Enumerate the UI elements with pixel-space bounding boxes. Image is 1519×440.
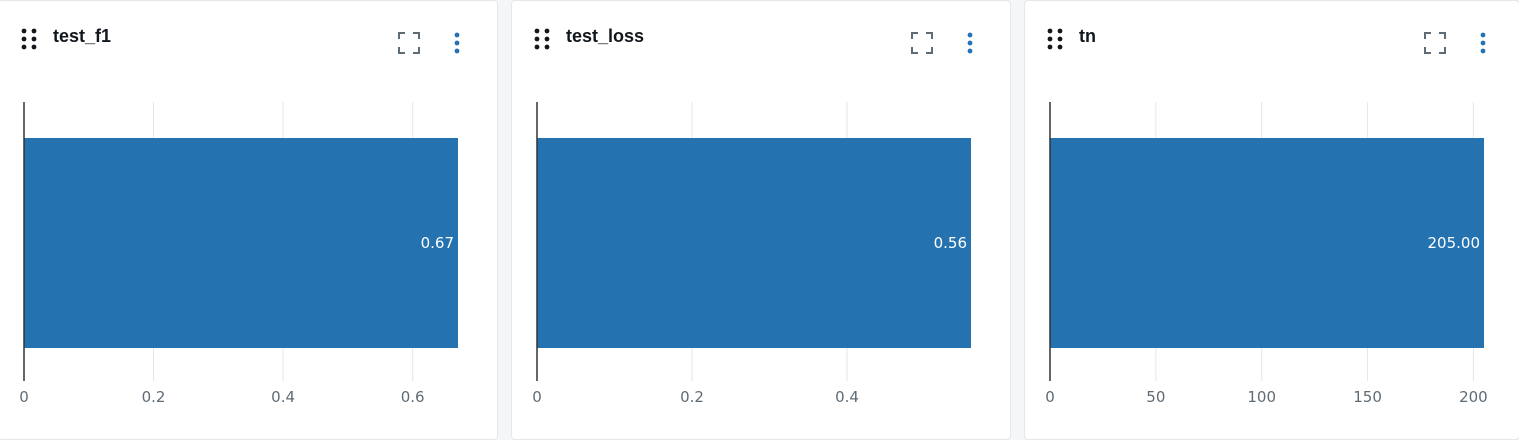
chart-card-test-f1: test_f1 0 0.2 0.4 0.6 0.67 (0, 0, 498, 440)
chart-title: tn (1079, 26, 1096, 46)
chart-title: test_f1 (53, 26, 112, 46)
bar-chart: 0 0.2 0.4 0.6 0.67 (19, 102, 458, 406)
x-tick-label: 0.2 (142, 388, 166, 406)
fullscreen-icon[interactable] (395, 29, 423, 57)
kebab-menu-icon[interactable] (1469, 29, 1497, 57)
x-tick-label: 150 (1353, 388, 1382, 406)
x-tick-label: 0 (19, 388, 29, 406)
drag-handle-icon[interactable] (21, 28, 37, 50)
x-tick-label: 0.4 (835, 388, 859, 406)
bar-value-label: 0.67 (421, 234, 454, 252)
kebab-menu-icon[interactable] (956, 29, 984, 57)
x-tick-label: 100 (1247, 388, 1276, 406)
bar (537, 138, 971, 348)
x-tick-label: 200 (1459, 388, 1488, 406)
x-tick-label: 0.4 (271, 388, 295, 406)
x-tick-label: 0.6 (401, 388, 425, 406)
drag-handle-icon[interactable] (1047, 28, 1063, 50)
bar-value-label: 205.00 (1428, 234, 1481, 252)
kebab-menu-icon[interactable] (443, 29, 471, 57)
x-tick-label: 50 (1146, 388, 1165, 406)
x-tick-label: 0 (1045, 388, 1055, 406)
fullscreen-icon[interactable] (908, 29, 936, 57)
chart-card-test-loss: test_loss 0 0.2 0.4 0.56 (511, 0, 1011, 440)
x-tick-label: 0 (532, 388, 542, 406)
fullscreen-icon[interactable] (1421, 29, 1449, 57)
chart-card-tn: tn 0 50 100 150 200 205.00 (1024, 0, 1519, 440)
bar-chart: 0 0.2 0.4 0.56 (532, 102, 971, 406)
chart-title: test_loss (566, 26, 645, 46)
drag-handle-icon[interactable] (534, 28, 550, 50)
bar-value-label: 0.56 (934, 234, 967, 252)
bar-chart: 0 50 100 150 200 205.00 (1045, 102, 1488, 406)
bar (1050, 138, 1484, 348)
bar (24, 138, 458, 348)
x-tick-label: 0.2 (680, 388, 704, 406)
